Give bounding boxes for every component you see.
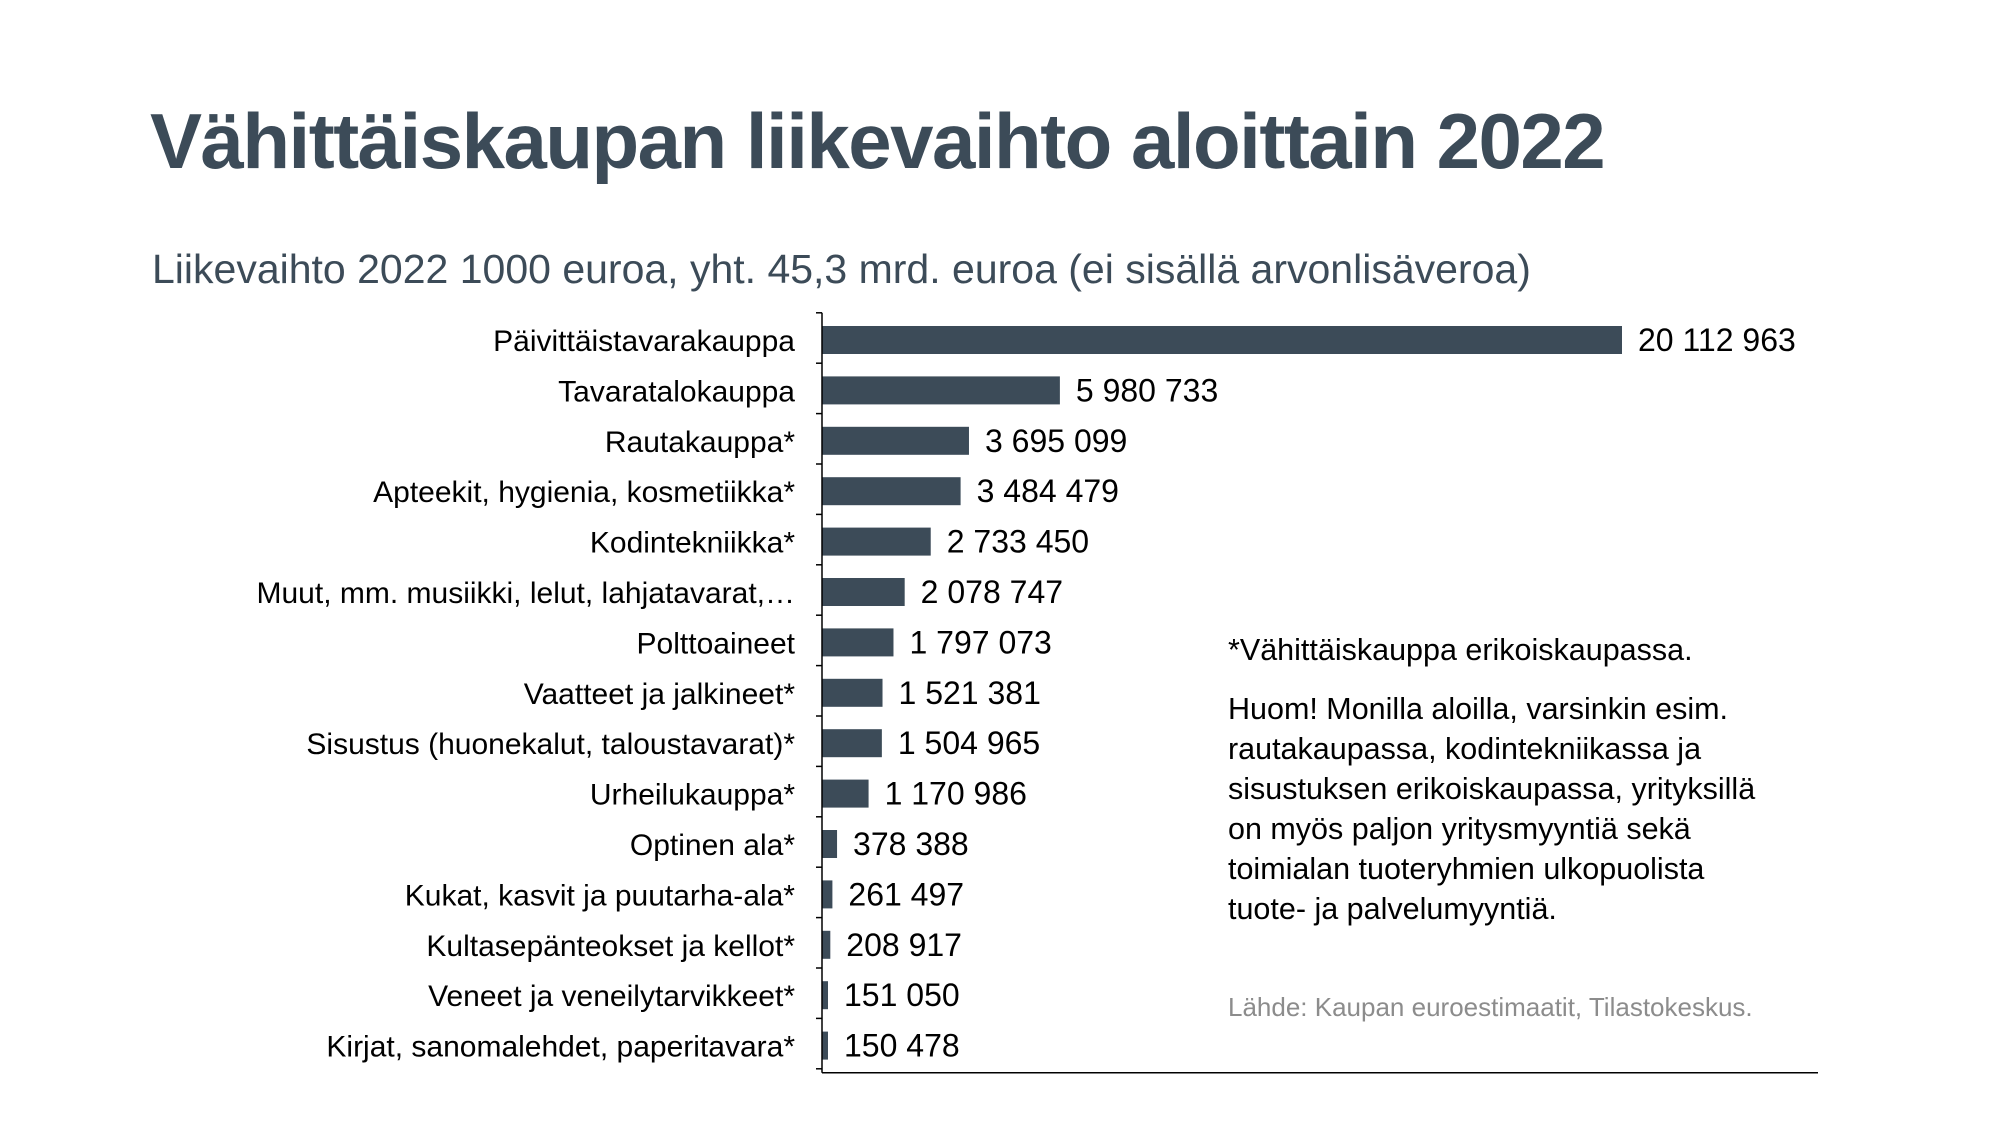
data-label: 150 478 xyxy=(844,1028,960,1064)
data-label: 378 388 xyxy=(853,826,969,862)
remark-text: Huom! Monilla aloilla, varsinkin esim. r… xyxy=(1228,692,1756,926)
bar xyxy=(822,779,869,808)
bar xyxy=(822,527,931,556)
data-label: 3 695 099 xyxy=(985,423,1127,459)
category-label: Urheilukauppa* xyxy=(590,779,795,812)
bar xyxy=(822,628,894,657)
data-label: 2 078 747 xyxy=(921,574,1063,610)
bar xyxy=(822,981,829,1010)
data-label: 1 521 381 xyxy=(899,675,1041,711)
bar xyxy=(822,578,905,606)
category-label: Kodintekniikka* xyxy=(590,527,795,560)
bar xyxy=(822,678,883,707)
category-label: Päivittäistavarakauppa xyxy=(493,325,795,358)
bar xyxy=(822,930,831,959)
chart-title: Vähittäiskaupan liikevaihto aloittain 20… xyxy=(150,97,1606,185)
data-label: 2 733 450 xyxy=(947,524,1089,560)
category-label: Vaatteet ja jalkineet* xyxy=(524,678,796,711)
bar xyxy=(822,1031,828,1060)
data-label: 261 497 xyxy=(848,876,964,912)
category-label: Sisustus (huonekalut, taloustavarat)* xyxy=(306,728,795,761)
data-label: 5 980 733 xyxy=(1076,372,1218,408)
category-label: Kirjat, sanomalehdet, paperitavara* xyxy=(326,1031,795,1064)
bar xyxy=(822,426,969,455)
source-note: Lähde: Kaupan euroestimaatit, Tilastokes… xyxy=(1228,992,1753,1022)
data-label: 1 797 073 xyxy=(909,624,1051,660)
data-label: 1 504 965 xyxy=(898,725,1040,761)
category-label: Kukat, kasvit ja puutarha-ala* xyxy=(405,879,796,912)
bar xyxy=(822,830,838,858)
category-label: Polttoaineet xyxy=(637,627,796,660)
category-label: Apteekit, hygienia, kosmetiikka* xyxy=(373,476,795,509)
data-label: 1 170 986 xyxy=(885,776,1027,812)
data-label: 20 112 963 xyxy=(1638,322,1796,358)
category-label: Optinen ala* xyxy=(630,829,795,862)
category-label: Veneet ja veneilytarvikkeet* xyxy=(428,980,795,1013)
bar xyxy=(822,477,961,506)
category-label: Kultasepänteokset ja kellot* xyxy=(426,930,795,963)
category-label: Tavaratalokauppa xyxy=(558,375,795,408)
data-label: 3 484 479 xyxy=(977,473,1119,509)
bar xyxy=(822,326,1622,354)
data-label: 208 917 xyxy=(846,927,962,963)
category-label: Muut, mm. musiikki, lelut, lahjatavarat,… xyxy=(257,577,796,610)
data-label: 151 050 xyxy=(844,977,960,1013)
bar xyxy=(822,729,882,758)
chart-subtitle: Liikevaihto 2022 1000 euroa, yht. 45,3 m… xyxy=(152,246,1531,292)
bar xyxy=(822,376,1060,405)
footnote: *Vähittäiskauppa erikoiskaupassa. xyxy=(1228,633,1693,667)
category-label: Rautakauppa* xyxy=(605,426,795,459)
bar xyxy=(822,880,833,909)
